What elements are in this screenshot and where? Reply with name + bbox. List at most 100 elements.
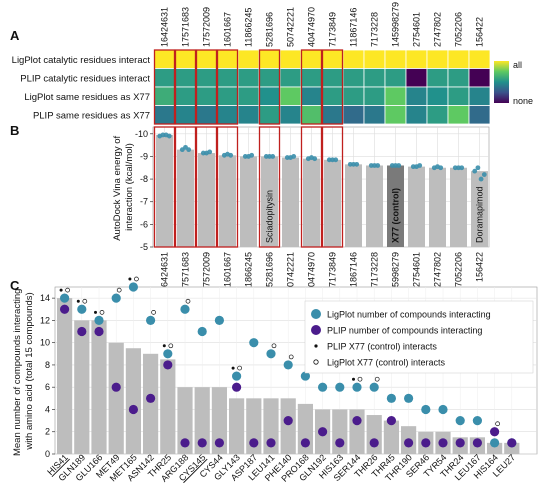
panel-c-y-axis-title: Mean number of compounds interacting wit… [12, 286, 35, 456]
panel-b-energy-point [481, 172, 487, 177]
heatmap-cell [300, 68, 323, 88]
panel-c-y-tick-label: 6 [45, 382, 50, 392]
heatmap-row-label: LigPlot catalytic residues interact [12, 55, 151, 66]
heatmap-cell [258, 86, 281, 106]
heatmap-cell [426, 68, 449, 88]
panel-c-plip-point [60, 304, 70, 314]
legend-ligplot-swatch [311, 309, 321, 319]
panel-c-ligplot-point [455, 416, 465, 426]
panel-c-y-tick-label: 2 [45, 427, 50, 437]
heatmap-cell [468, 86, 491, 106]
panel-b-highlight-frame [216, 126, 239, 248]
heatmap-column-label: 17572009 [202, 7, 212, 47]
heatmap-row-label: PLIP same residues as X77 [33, 110, 150, 121]
heatmap-highlight-frame [195, 49, 218, 125]
heatmap-column-label: 11867146 [349, 8, 359, 47]
heatmap-column-label: 2754601 [412, 12, 422, 47]
heatmap-cell [258, 49, 281, 69]
panel-c-ligplot-point [318, 382, 328, 392]
panel-c-plip-x77-marker [76, 299, 80, 303]
heatmap-column-label: 7173849 [328, 12, 338, 47]
heatmap-cell [405, 86, 428, 106]
colorbar-high-label: all [513, 60, 522, 70]
panel-b-bar [240, 156, 257, 247]
panel-c-bar [194, 387, 210, 454]
panel-c-plip-point [180, 438, 190, 448]
panel-c-ligplot-point [283, 360, 293, 370]
panel-b-y-tick-label: -5 [140, 242, 148, 252]
panel-c-plip-point [507, 438, 517, 448]
panel-c-ligplot-x77-marker [271, 343, 277, 349]
panel-c-ligplot-x77-marker [495, 421, 500, 427]
panel-b-energy-point [333, 157, 339, 163]
panel-letter-c: C [10, 278, 20, 293]
panel-c-ligplot-point [266, 349, 276, 359]
panel-c-plip-point [111, 382, 121, 392]
heatmap-cell [384, 105, 407, 125]
legend-ligplot-x77-swatch [313, 359, 319, 365]
panel-b-highlight-frame [174, 126, 197, 248]
panel-b-bar [387, 165, 404, 247]
panel-b-energy-point [186, 147, 192, 153]
panel-c-ligplot-x77-marker [357, 376, 363, 382]
heatmap-cell [447, 86, 470, 106]
panel-b-energy-point [270, 154, 276, 159]
panel-c-ligplot-point [335, 382, 345, 392]
panel-c-y-tick-label: 0 [45, 449, 50, 459]
panel-b-energy-point [249, 152, 255, 158]
panel-b-y-tick-label: -6 [140, 219, 148, 229]
heatmap-cell [384, 68, 407, 88]
panel-c-plip-x77-marker [231, 366, 235, 370]
panel-b-x-tick-label: 1601667 [223, 252, 233, 287]
panel-c-ligplot-point [249, 338, 259, 348]
panel-b-highlight-frame [321, 126, 344, 248]
heatmap-cell [363, 105, 386, 125]
heatmap-cell [426, 49, 449, 69]
panel-b-energy-point [396, 163, 402, 168]
panel-b-x-tick-label: 40474970 [307, 252, 317, 292]
heatmap-cell [363, 49, 386, 69]
panel-b-energy-point [478, 176, 484, 182]
panel-b-highlight-frame [258, 126, 281, 248]
panel-c-bar [383, 420, 399, 454]
panel-b-y-axis-title: AutoDock Vina energy of interaction (kca… [112, 133, 135, 241]
panel-b-energy-point [312, 156, 318, 162]
panel-c-ligplot-point [472, 416, 482, 426]
panel-c-plip-x77-marker [162, 344, 166, 348]
panel-c-ligplot-point [232, 371, 242, 381]
panel-c-ligplot-point [197, 326, 207, 337]
panel-b-bar [303, 158, 320, 247]
panel-b-x-tick-label: 11867146 [349, 252, 359, 291]
heatmap-highlight-frame [321, 49, 344, 125]
panel-c-plip-point [94, 326, 104, 337]
heatmap-cell [216, 49, 239, 69]
panel-c-plip-point [146, 393, 156, 403]
panel-c-ligplot-x77-marker [237, 365, 242, 371]
heatmap-cell [153, 49, 176, 69]
panel-b-x-tick-label: 7173228 [370, 252, 380, 287]
panel-c-ligplot-point [421, 404, 431, 415]
panel-letter-b: B [10, 123, 19, 138]
panel-c-ligplot-point [180, 304, 190, 314]
panel-c-plip-point [438, 438, 448, 448]
panel-c-plip-point [266, 438, 276, 448]
panel-b-x-tick-label: 17572009 [202, 252, 212, 292]
panel-c-ligplot-point [369, 382, 379, 392]
heatmap-cell [300, 105, 323, 125]
panel-c-ligplot-point [352, 382, 362, 392]
heatmap-cell [321, 105, 344, 125]
panel-c-plip-point [472, 438, 482, 448]
colorbar-gradient [494, 61, 509, 103]
panel-c-plip-point [283, 416, 293, 426]
heatmap-column-label: 7173228 [370, 12, 380, 47]
panel-c-ligplot-point [404, 393, 414, 403]
panel-c-ligplot-point [386, 393, 396, 403]
panel-b-energy-point [472, 168, 478, 174]
heatmap-highlight-frame [174, 49, 197, 125]
heatmap-cell [258, 68, 281, 88]
heatmap-highlight-frame [258, 49, 281, 125]
panel-c-plip-point [404, 438, 414, 448]
panel-b-x-tick-label: 5281696 [265, 252, 275, 287]
panel-c-ligplot-point [94, 315, 104, 325]
panel-c-plip-point [163, 360, 173, 370]
